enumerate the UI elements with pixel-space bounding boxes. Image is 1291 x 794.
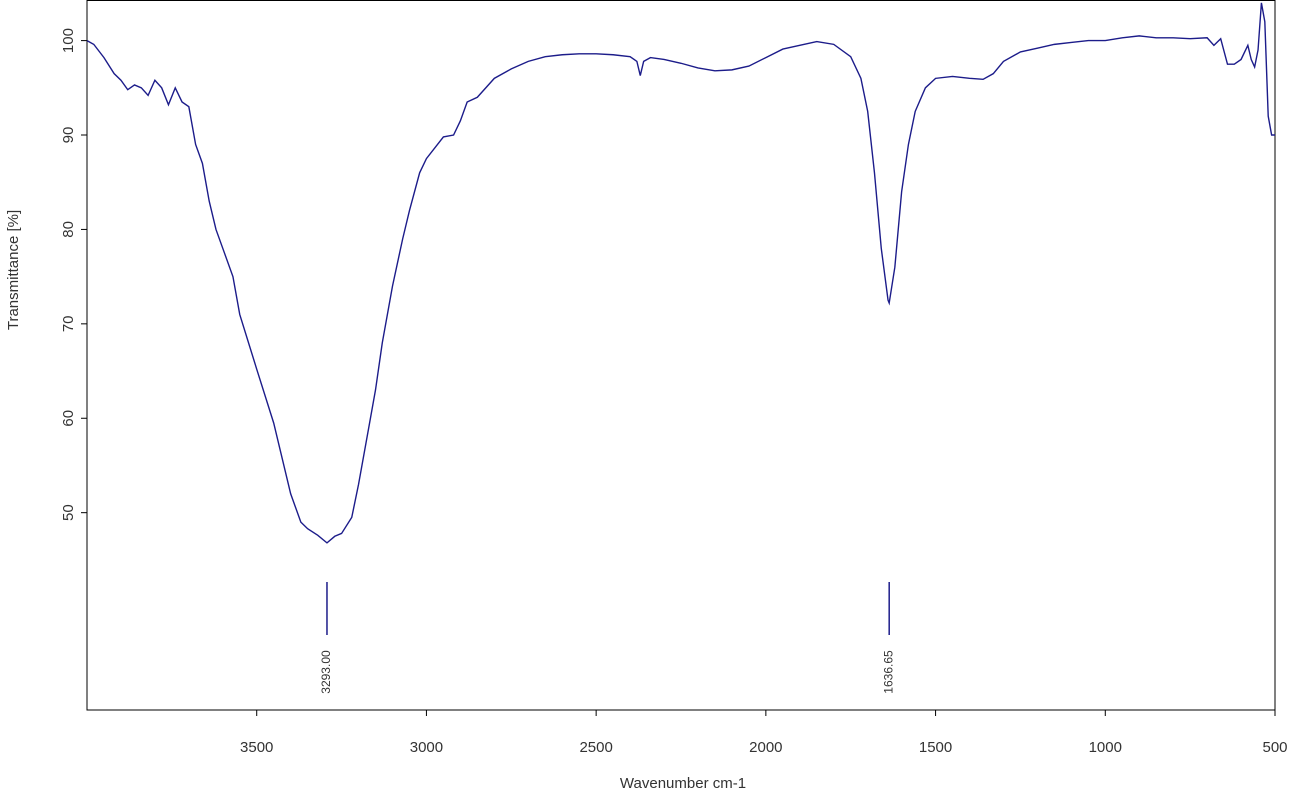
x-tick-label: 2000	[749, 739, 782, 756]
y-tick-label: 100	[60, 28, 77, 53]
peak-label: 3293.00	[319, 650, 333, 694]
x-tick-label: 3500	[240, 739, 273, 756]
y-tick-label: 70	[60, 315, 77, 332]
x-axis-label: Wavenumber cm-1	[620, 775, 746, 792]
y-axis-label: Transmittance [%]	[5, 210, 22, 330]
x-tick-label: 2500	[579, 739, 612, 756]
peak-label: 1636.65	[881, 650, 895, 694]
y-tick-label: 90	[60, 127, 77, 144]
plot-frame	[86, 0, 1276, 711]
spectrum-line	[86, 2, 1275, 544]
y-tick-label: 60	[60, 410, 77, 427]
y-tick-label: 50	[60, 504, 77, 521]
x-tick-label: 1000	[1089, 739, 1122, 756]
y-tick-label: 80	[60, 221, 77, 238]
x-tick-label: 3000	[410, 739, 443, 756]
x-tick-label: 500	[1262, 739, 1287, 756]
x-tick-label: 1500	[919, 739, 952, 756]
